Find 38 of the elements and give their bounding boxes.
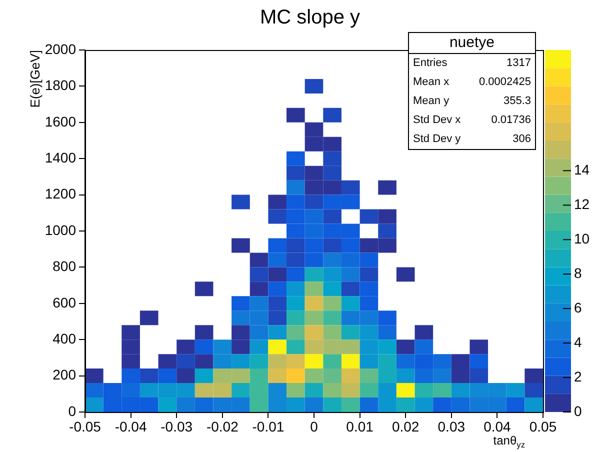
x-tick-label: 0.01 — [346, 418, 374, 434]
x-tick-label: -0.01 — [252, 418, 284, 434]
chart-title: MC slope y — [260, 6, 360, 29]
text: Std Dev y 306 — [413, 133, 531, 145]
y-tick-label: 400 — [52, 330, 76, 346]
text: Mean y 355.3 — [413, 95, 531, 107]
text: Mean x 0.0002425 — [413, 76, 531, 88]
x-tick-label: -0.03 — [160, 418, 193, 434]
y-tick-label: 1200 — [44, 186, 76, 202]
x-tick-label: 0 — [310, 418, 318, 434]
color-bar-label: 2 — [574, 368, 582, 384]
y-tick-label: 200 — [52, 366, 76, 383]
text: Std Dev x 0.01736 — [413, 114, 531, 126]
y-tick-label: 1400 — [44, 149, 76, 166]
annotation: nuetye — [409, 33, 535, 54]
y-tick-label: 0 — [68, 402, 76, 419]
y-axis-title: E(e)[GeV] — [28, 50, 43, 108]
y-tick-label: 1600 — [44, 113, 76, 130]
color-bar-label: 6 — [574, 299, 582, 316]
color-bar-label: 12 — [574, 196, 590, 212]
x-tick-label: 0.03 — [438, 418, 466, 434]
color-bar-label: 10 — [574, 230, 590, 246]
y-tick-label: 800 — [52, 258, 76, 274]
x-tick-label: -0.05 — [69, 418, 102, 434]
color-bar-label: 4 — [574, 334, 582, 350]
color-bar-label: 0 — [574, 402, 582, 419]
y-tick-label: 1800 — [44, 77, 76, 94]
x-tick-label: -0.02 — [206, 418, 239, 434]
text: Entries 1317 — [413, 57, 531, 69]
y-tick-label: 1000 — [44, 222, 76, 238]
y-tick-label: 600 — [52, 294, 76, 310]
x-tick-label: 0.04 — [484, 418, 512, 434]
x-tick-label: 0.02 — [392, 418, 420, 434]
y-tick-label: 2000 — [44, 40, 76, 57]
x-tick-label: 0.05 — [529, 418, 557, 434]
color-bar-label: 14 — [574, 162, 590, 178]
color-bar-label: 8 — [574, 264, 582, 281]
x-tick-label: -0.04 — [114, 418, 147, 434]
